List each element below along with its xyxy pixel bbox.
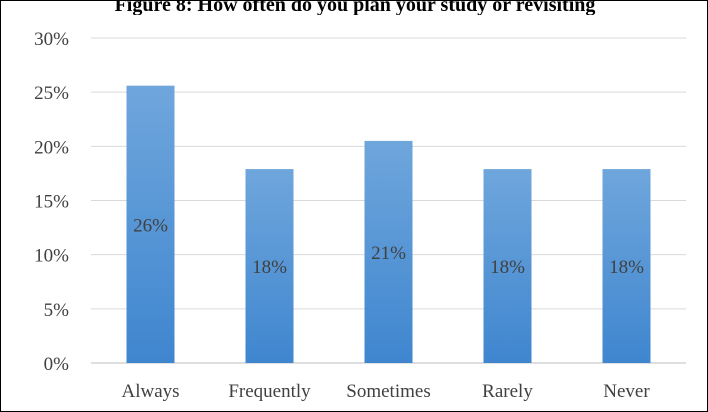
bar-always (126, 85, 175, 364)
bar-sometimes (364, 140, 413, 363)
y-tick-label: 0% (44, 354, 70, 375)
y-tick-label: 25% (34, 83, 69, 104)
x-tick-label: Never (603, 381, 650, 402)
figure-caption: Figure 8: How often do you plan your stu… (114, 0, 596, 15)
x-tick-label: Rarely (482, 381, 533, 402)
y-tick-label: 30% (34, 29, 69, 50)
data-label: 21% (371, 243, 406, 264)
bar-never (602, 169, 651, 363)
x-tick-label: Sometimes (346, 381, 430, 402)
x-tick-label: Always (121, 381, 179, 402)
data-label: 18% (252, 257, 287, 278)
y-tick-label: 20% (34, 137, 69, 158)
y-tick-label: 10% (34, 246, 69, 267)
x-tick-label: Frequently (228, 381, 311, 402)
bar-frequently (245, 169, 294, 363)
bar-rarely (483, 169, 532, 363)
data-label: 18% (490, 257, 525, 278)
data-label: 18% (609, 257, 644, 278)
y-tick-label: 15% (34, 192, 69, 213)
data-label: 26% (133, 215, 168, 236)
y-tick-label: 5% (44, 300, 70, 321)
